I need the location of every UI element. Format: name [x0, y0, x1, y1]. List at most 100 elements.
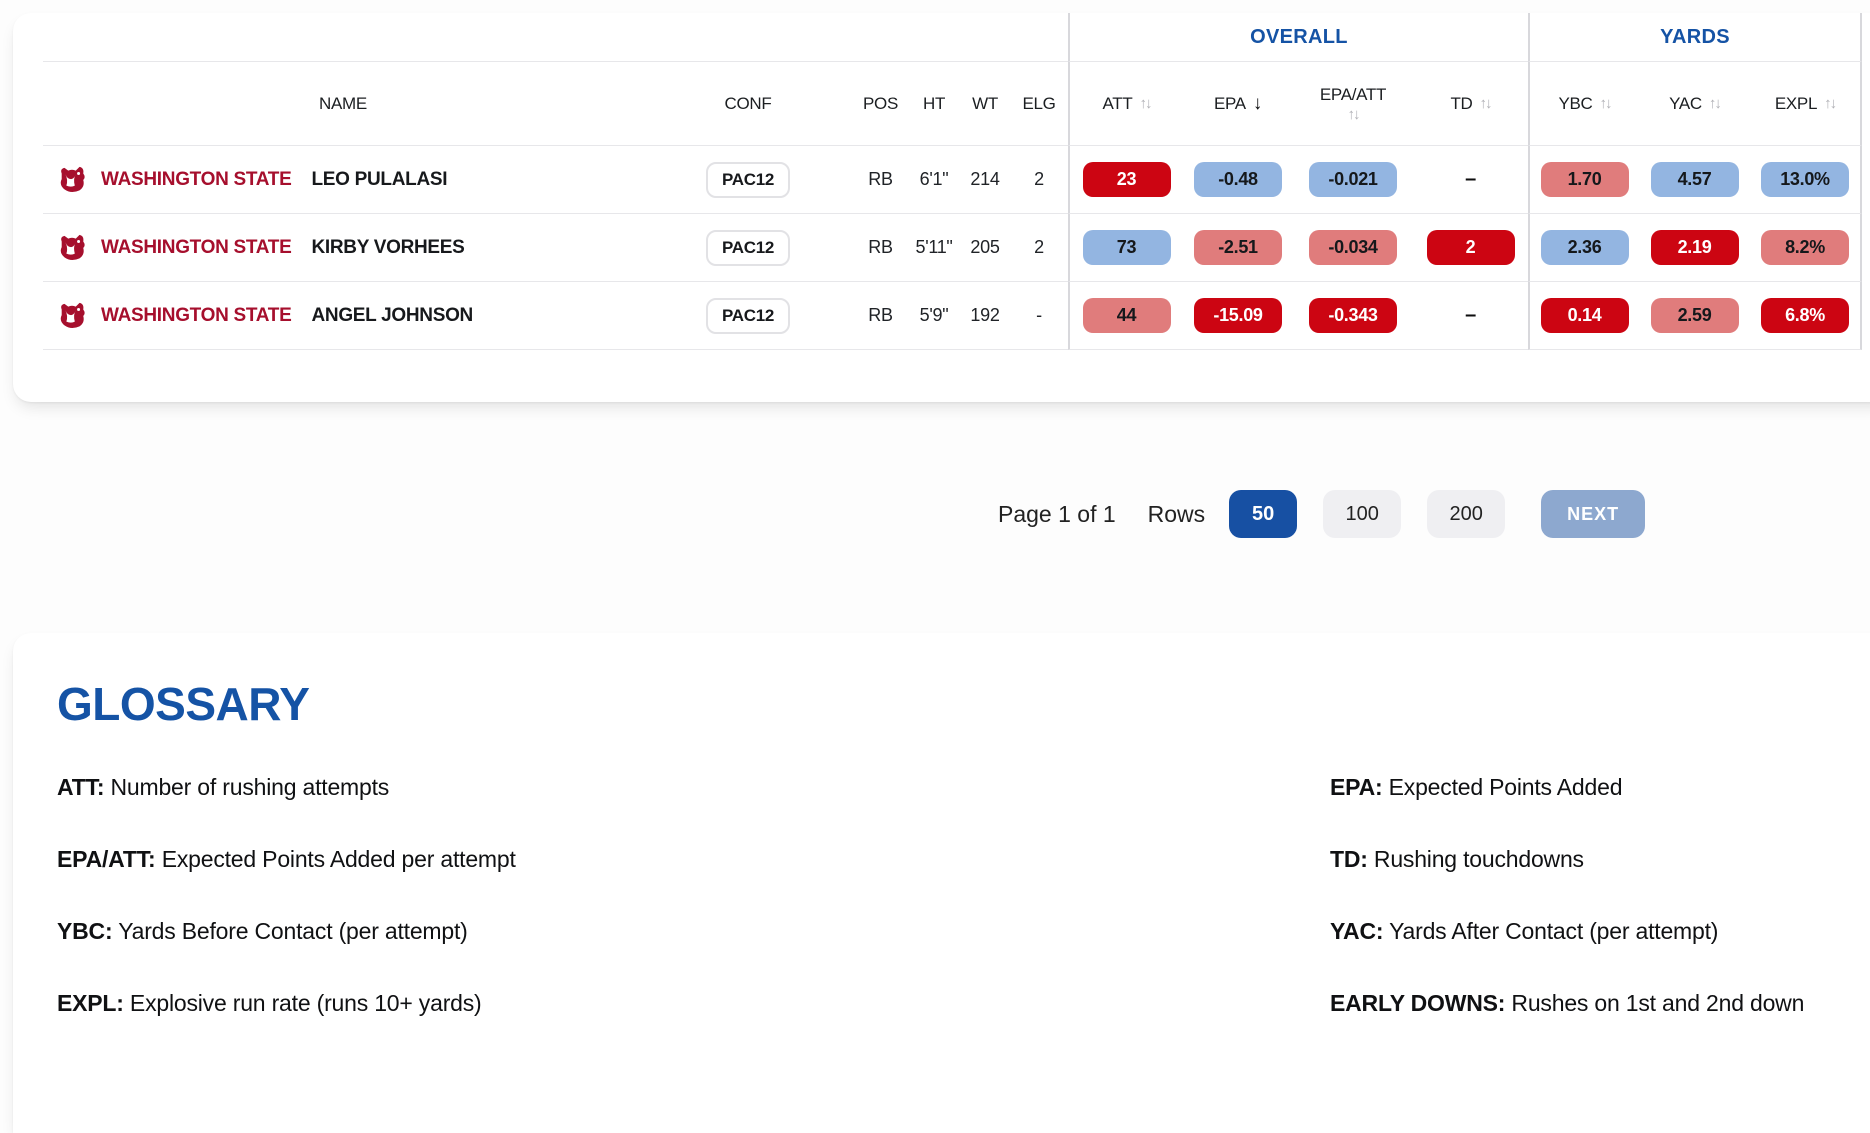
ht-value: 5'11" — [915, 237, 953, 257]
att-pill: 23 — [1082, 162, 1171, 197]
att-pill: 73 — [1082, 230, 1171, 265]
conf-cell: PAC12 — [643, 214, 853, 282]
cell-pos: RB — [853, 282, 908, 350]
ybc-pill: 1.70 — [1540, 162, 1629, 197]
cell-td: – — [1413, 146, 1528, 214]
wt-value: 205 — [970, 237, 1000, 257]
sort-desc-icon: ↓ — [1252, 92, 1263, 114]
team-name: WASHINGTON STATE — [101, 236, 292, 258]
cell-pos: RB — [853, 214, 908, 282]
wsu-cougar-logo-icon — [60, 302, 85, 328]
pos-value: RB — [868, 169, 893, 189]
empty-value: – — [1465, 304, 1476, 326]
player-row-name-cell[interactable]: WASHINGTON STATE LEO PULALASI — [43, 146, 643, 214]
col-header-td[interactable]: TD ↑↓ — [1413, 62, 1528, 146]
col-header-conf: CONF — [643, 62, 853, 146]
wsu-cougar-logo-icon — [60, 234, 85, 260]
cell-yac: 2.19 — [1639, 214, 1750, 282]
sort-both-icon: ↑↓ — [1708, 95, 1722, 112]
glossary-term: EPA: — [1330, 774, 1383, 800]
group-header-spacer — [43, 13, 1068, 62]
yac-pill: 4.57 — [1650, 162, 1739, 197]
col-header-label: EPA/ATT — [1319, 84, 1387, 104]
conf-badge: PAC12 — [705, 229, 791, 266]
epa-pill: -0.48 — [1194, 162, 1282, 197]
team-name: WASHINGTON STATE — [101, 168, 292, 190]
elg-value: 2 — [1034, 237, 1044, 257]
cell-ht: 5'11" — [908, 214, 960, 282]
glossary-title: GLOSSARY — [57, 678, 310, 730]
expl-pill: 8.2% — [1761, 230, 1849, 265]
col-header-label: WT — [972, 93, 998, 113]
rows-option-50[interactable]: 50 — [1229, 490, 1298, 538]
rows-option-100[interactable]: 100 — [1323, 490, 1402, 538]
sort-both-icon: ↑↓ — [1139, 95, 1152, 112]
yac-pill: 2.59 — [1650, 298, 1739, 333]
rows-option-200[interactable]: 200 — [1427, 490, 1506, 538]
wt-value: 214 — [970, 169, 1000, 189]
expl-pill: 13.0% — [1761, 162, 1849, 197]
col-header-label: YAC — [1669, 93, 1702, 113]
col-header-ht: HT — [908, 62, 960, 146]
cell-ybc: 1.70 — [1528, 146, 1639, 214]
cell-epa: -15.09 — [1183, 282, 1293, 350]
page-indicator: Page 1 of 1 — [998, 500, 1116, 527]
epa_att-pill: -0.021 — [1309, 162, 1397, 197]
glossary-item: EPA/ATT: Expected Points Added per attem… — [57, 846, 516, 872]
cell-td: – — [1413, 282, 1528, 350]
col-header-expl[interactable]: EXPL ↑↓ — [1750, 62, 1862, 146]
conf-cell: PAC12 — [643, 282, 853, 350]
col-header-ybc[interactable]: YBC ↑↓ — [1528, 62, 1639, 146]
col-header-yac[interactable]: YAC ↑↓ — [1639, 62, 1750, 146]
cell-elg: - — [1010, 282, 1068, 350]
col-header-epa_att[interactable]: EPA/ATT ↑↓ — [1293, 62, 1413, 146]
pos-value: RB — [868, 237, 893, 257]
glossary-term: TD: — [1330, 846, 1368, 872]
cell-elg: 2 — [1010, 146, 1068, 214]
sort-both-icon: ↑↓ — [1824, 95, 1837, 112]
ybc-pill: 2.36 — [1540, 230, 1629, 265]
col-header-label: TD — [1450, 93, 1473, 113]
glossary-term: EPA/ATT: — [57, 846, 156, 872]
cell-elg: 2 — [1010, 214, 1068, 282]
stats-table-card: OVERALL YARDS NAME CONF POS HT WT ELG ATT ↑↓ EPA… — [13, 13, 1870, 402]
glossary-term: EXPL: — [57, 990, 124, 1016]
glossary-list: ATT: Number of rushing attempts EPA: Expe… — [57, 773, 1870, 1017]
cell-att: 23 — [1068, 146, 1183, 214]
glossary-card: GLOSSARY ATT: Number of rushing attempts… — [13, 633, 1870, 1133]
pos-value: RB — [868, 305, 893, 325]
cell-ht: 5'9" — [908, 282, 960, 350]
col-header-label: ATT — [1102, 93, 1133, 113]
group-header-yards: YARDS — [1528, 13, 1862, 62]
cell-att: 73 — [1068, 214, 1183, 282]
glossary-item: EXPL: Explosive run rate (runs 10+ yards… — [57, 990, 482, 1016]
sort-both-icon: ↑↓ — [1347, 105, 1361, 123]
col-header-pos: POS — [853, 62, 908, 146]
cell-td: 2 — [1413, 214, 1528, 282]
wt-value: 192 — [970, 305, 1000, 325]
cell-ybc: 2.36 — [1528, 214, 1639, 282]
elg-value: 2 — [1034, 169, 1044, 189]
glossary-term: YAC: — [1330, 918, 1384, 944]
player-row-name-cell[interactable]: WASHINGTON STATE KIRBY VORHEES — [43, 214, 643, 282]
rushing-stats-table: OVERALL YARDS NAME CONF POS HT WT ELG ATT ↑↓ EPA… — [43, 13, 1862, 350]
epa_att-pill: -0.343 — [1309, 298, 1397, 333]
cell-att: 44 — [1068, 282, 1183, 350]
col-header-label: CONF — [724, 93, 772, 113]
empty-value: – — [1465, 168, 1476, 190]
col-header-epa[interactable]: EPA ↓ — [1183, 62, 1293, 146]
col-header-att[interactable]: ATT ↑↓ — [1068, 62, 1183, 146]
att-pill: 44 — [1082, 298, 1171, 333]
next-page-button[interactable]: NEXT — [1541, 490, 1646, 538]
glossary-item: EPA: Expected Points Added — [1330, 774, 1623, 800]
col-header-elg: ELG — [1010, 62, 1068, 146]
cell-expl: 8.2% — [1750, 214, 1862, 282]
player-row-name-cell[interactable]: WASHINGTON STATE ANGEL JOHNSON — [43, 282, 643, 350]
epa-pill: -15.09 — [1194, 298, 1282, 333]
glossary-item: EARLY DOWNS: Rushes on 1st and 2nd down — [1330, 990, 1805, 1016]
col-header-label: ELG — [1022, 93, 1056, 113]
glossary-term: ATT: — [57, 774, 105, 800]
col-header-wt: WT — [960, 62, 1010, 146]
col-header-label: EXPL — [1774, 93, 1818, 113]
cell-epa: -2.51 — [1183, 214, 1293, 282]
